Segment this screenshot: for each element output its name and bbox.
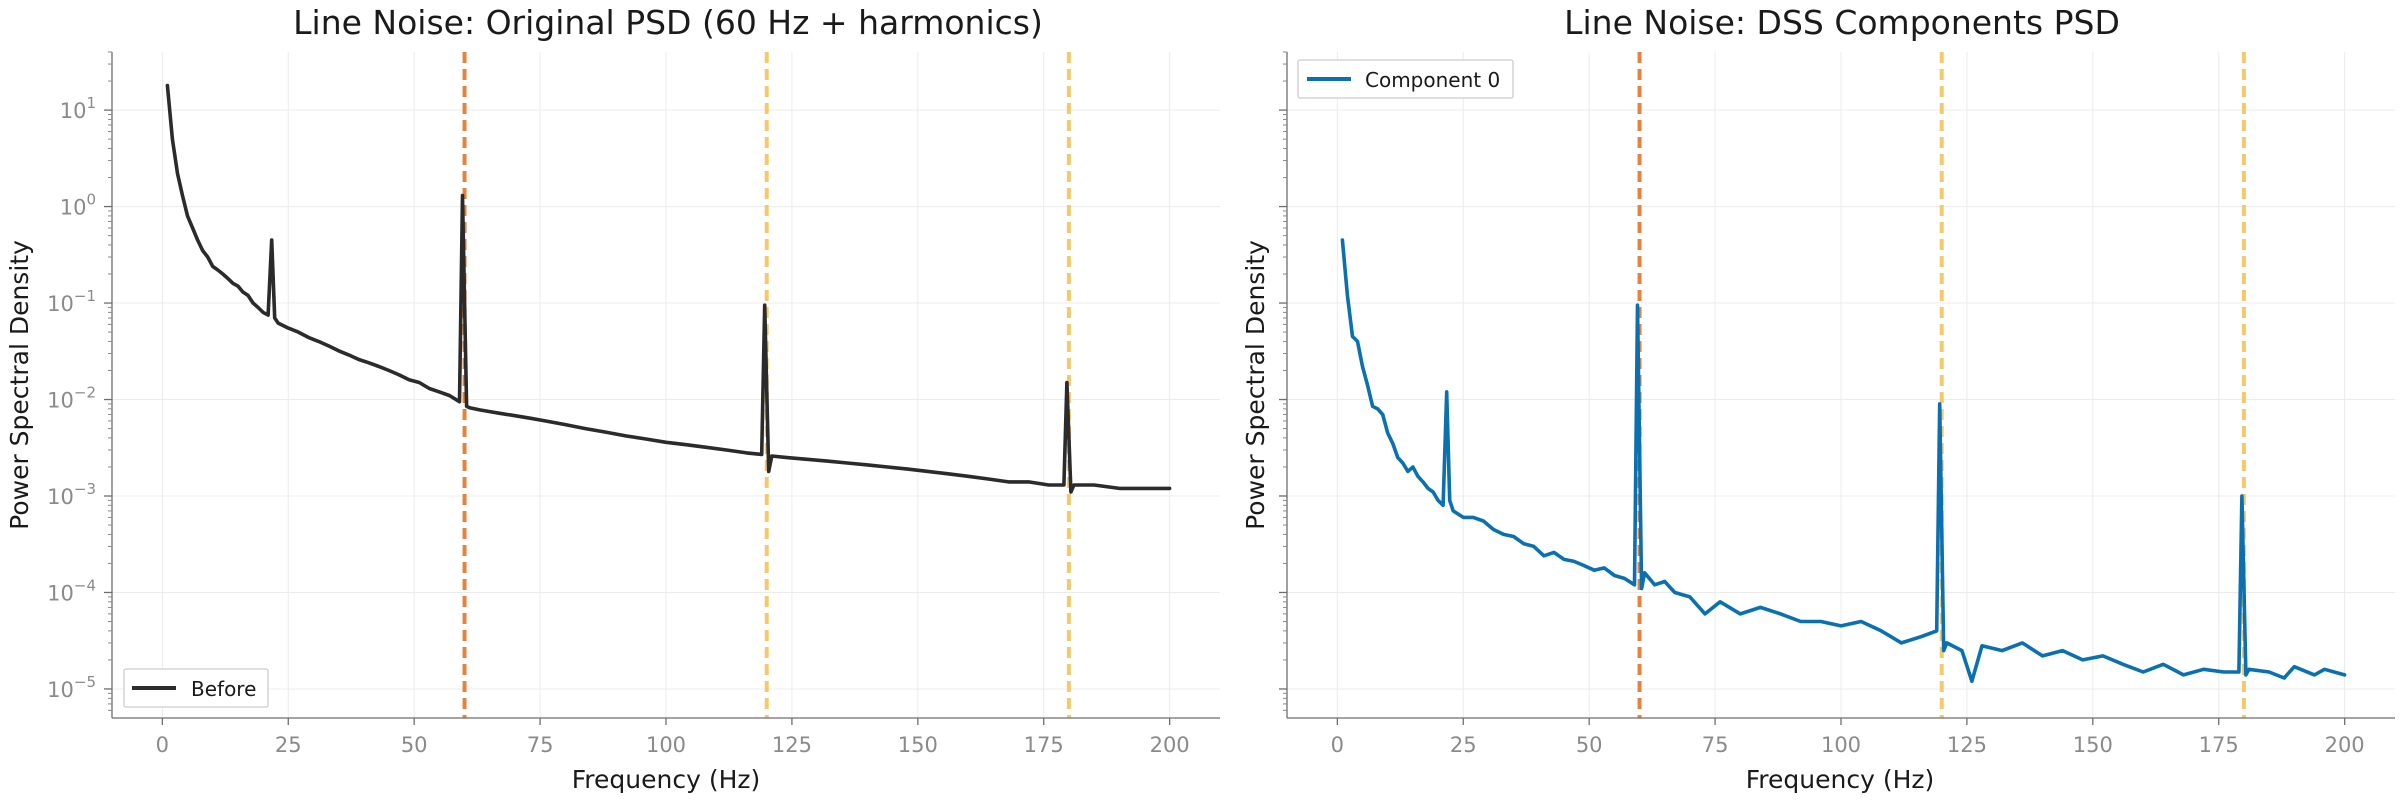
- legend: Before: [123, 668, 269, 708]
- x-tick-label: 100: [646, 733, 686, 757]
- x-tick-label: 150: [898, 733, 938, 757]
- grid: [112, 52, 1220, 718]
- series-line: [165, 83, 1172, 494]
- y-tick-label: 10−5: [47, 673, 96, 702]
- x-tick-label: 100: [1821, 733, 1861, 757]
- y-axis-label: Power Spectral Density: [5, 240, 34, 530]
- y-tick-label: 10−1: [47, 287, 96, 316]
- psd-dss-components-panel: Line Noise: DSS Components PSD 0 25 50 75 10…: [1241, 3, 2395, 794]
- x-axis-label: Frequency (Hz): [572, 765, 761, 794]
- legend-label-component-0: Component 0: [1365, 68, 1500, 92]
- y-axis-label: Power Spectral Density: [1241, 240, 1270, 530]
- chart-title: Line Noise: DSS Components PSD: [1564, 3, 2120, 42]
- y-tick-label: 101: [60, 94, 96, 123]
- x-tick-label: 50: [401, 733, 428, 757]
- x-tick-label: 0: [156, 733, 169, 757]
- series-lines: [1340, 238, 2347, 684]
- x-tick-label: 150: [2073, 733, 2113, 757]
- y-tick-marks: [1279, 51, 1287, 711]
- y-tick-label: 10−4: [47, 576, 96, 605]
- legend-box: [1297, 59, 1514, 99]
- x-tick-label: 25: [1450, 733, 1477, 757]
- y-tick-label: 10−2: [47, 384, 96, 413]
- x-tick-labels: 0 25 50 75 100 125 150 175 200: [156, 718, 1190, 757]
- legend-label-before: Before: [191, 677, 256, 701]
- series-lines: [165, 83, 1172, 494]
- grid: [1287, 52, 2395, 718]
- legend: Component 0: [1297, 59, 1514, 99]
- x-tick-label: 175: [2199, 733, 2239, 757]
- x-tick-label: 50: [1576, 733, 1603, 757]
- chart-title: Line Noise: Original PSD (60 Hz + harmon…: [293, 3, 1043, 42]
- x-tick-label: 125: [772, 733, 812, 757]
- x-tick-label: 25: [275, 733, 302, 757]
- x-axis-label: Frequency (Hz): [1746, 765, 1935, 794]
- psd-original-panel: Line Noise: Original PSD (60 Hz + harmon…: [5, 3, 1220, 794]
- y-tick-labels: 10−5 10−4 10−3 10−2 10−1 100 101: [47, 51, 112, 711]
- x-tick-label: 75: [527, 733, 554, 757]
- series-line: [1340, 238, 2347, 684]
- x-tick-label: 200: [1150, 733, 1190, 757]
- x-tick-label: 75: [1702, 733, 1729, 757]
- legend-box: [123, 668, 269, 708]
- x-tick-label: 0: [1331, 733, 1344, 757]
- x-tick-label: 125: [1947, 733, 1987, 757]
- x-tick-label: 200: [2325, 733, 2365, 757]
- x-tick-labels: 0 25 50 75 100 125 150 175 200: [1331, 718, 2365, 757]
- y-tick-label: 10−3: [47, 480, 96, 509]
- x-tick-label: 175: [1024, 733, 1064, 757]
- y-tick-label: 100: [60, 191, 96, 220]
